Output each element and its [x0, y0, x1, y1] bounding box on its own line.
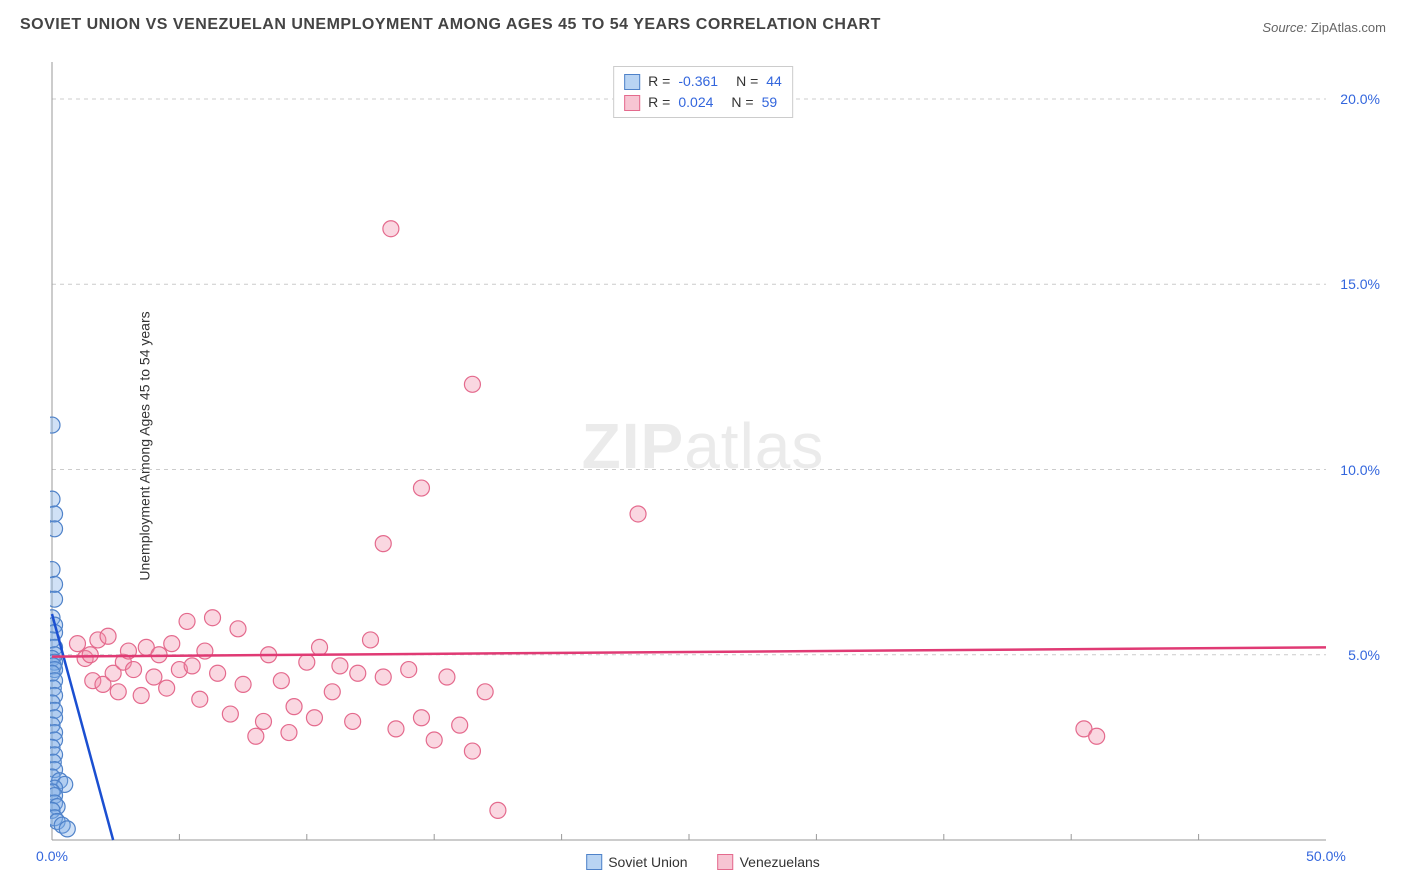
- legend-label: Venezuelans: [740, 854, 820, 870]
- legend-swatch: [718, 854, 734, 870]
- y-tick-label: 20.0%: [1340, 91, 1380, 107]
- legend-item: Venezuelans: [718, 854, 820, 870]
- legend-swatch: [586, 854, 602, 870]
- legend-item: Soviet Union: [586, 854, 687, 870]
- stats-legend: R =-0.361N =44R =0.024N =59: [613, 66, 793, 118]
- legend-label: Soviet Union: [608, 854, 687, 870]
- plot-area: [50, 60, 1386, 842]
- n-value: 44: [766, 71, 782, 92]
- series-legend: Soviet Union Venezuelans: [586, 854, 820, 870]
- x-tick-label: 0.0%: [36, 848, 68, 864]
- scatter-chart: [50, 60, 1386, 842]
- source-attribution: Source: ZipAtlas.com: [1262, 20, 1386, 35]
- r-label: R =: [648, 71, 670, 92]
- chart-title: SOVIET UNION VS VENEZUELAN UNEMPLOYMENT …: [20, 16, 881, 34]
- legend-swatch: [624, 95, 640, 111]
- n-value: 59: [762, 92, 778, 113]
- source-value: ZipAtlas.com: [1311, 20, 1386, 35]
- y-tick-label: 10.0%: [1340, 462, 1380, 478]
- r-value: 0.024: [678, 92, 713, 113]
- source-label: Source:: [1262, 20, 1307, 35]
- r-value: -0.361: [678, 71, 718, 92]
- stats-row: R = -0.361 N = 44: [624, 71, 782, 92]
- n-label: N =: [736, 71, 758, 92]
- stats-row: R = 0.024 N = 59: [624, 92, 782, 113]
- r-label: R =: [648, 92, 670, 113]
- y-tick-label: 5.0%: [1348, 647, 1380, 663]
- n-label: N =: [731, 92, 753, 113]
- legend-swatch: [624, 74, 640, 90]
- x-tick-label: 50.0%: [1306, 848, 1346, 864]
- y-tick-label: 15.0%: [1340, 276, 1380, 292]
